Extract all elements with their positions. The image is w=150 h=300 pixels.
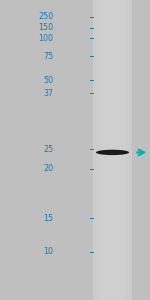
Text: 100: 100: [38, 34, 53, 43]
Text: 75: 75: [43, 52, 53, 61]
Bar: [94, 0, 95, 300]
Ellipse shape: [96, 150, 129, 155]
Bar: [124, 0, 125, 300]
Text: 50: 50: [43, 76, 53, 85]
Bar: [127, 0, 128, 300]
Bar: [95, 0, 96, 300]
Bar: [126, 0, 127, 300]
Text: 20: 20: [43, 164, 53, 173]
Text: 250: 250: [38, 12, 53, 21]
Bar: [100, 0, 101, 300]
Bar: [125, 0, 126, 300]
Text: 150: 150: [38, 23, 53, 32]
Text: 15: 15: [43, 214, 53, 223]
Text: 25: 25: [43, 145, 53, 154]
Bar: [131, 0, 132, 300]
Bar: [99, 0, 100, 300]
Bar: [93, 0, 132, 300]
Bar: [96, 0, 97, 300]
Text: 37: 37: [43, 88, 53, 98]
Text: 10: 10: [43, 248, 53, 256]
Bar: [97, 0, 98, 300]
Bar: [128, 0, 129, 300]
Bar: [93, 0, 94, 300]
Bar: [98, 0, 99, 300]
Bar: [130, 0, 131, 300]
Bar: [129, 0, 130, 300]
